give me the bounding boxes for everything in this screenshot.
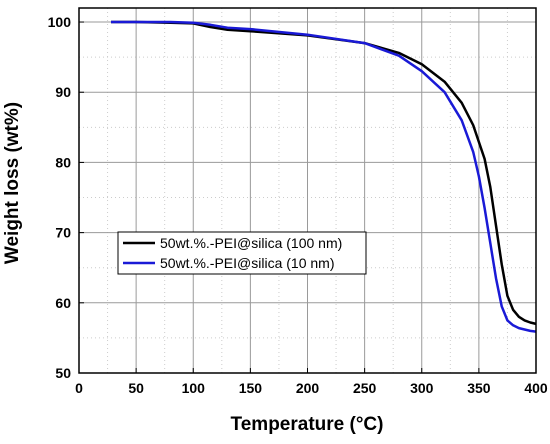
- y-tick-label: 70: [55, 225, 71, 241]
- x-tick-label: 100: [182, 380, 206, 396]
- x-tick-label: 150: [239, 380, 263, 396]
- x-tick-label: 50: [128, 380, 144, 396]
- x-axis-title: Temperature (°C): [231, 414, 384, 435]
- x-tick-label: 0: [75, 380, 83, 396]
- x-tick-label: 300: [410, 380, 434, 396]
- series-line-1: [111, 20, 537, 333]
- y-tick-label: 50: [55, 365, 71, 381]
- x-tick-label: 400: [524, 380, 548, 396]
- x-tick-label: 250: [353, 380, 377, 396]
- series-line-0: [111, 20, 537, 326]
- legend-label-100nm: 50wt.%.-PEI@silica (100 nm): [160, 235, 342, 251]
- x-tick-label: 350: [467, 380, 491, 396]
- plot-frame: [78, 7, 537, 374]
- legend: 50wt.%.-PEI@silica (100 nm) 50wt.%.-PEI@…: [117, 231, 367, 275]
- axes: [78, 7, 537, 374]
- x-tick-label: 200: [296, 380, 320, 396]
- grid: [79, 8, 536, 373]
- y-axis-title: Weight loss (wt%): [2, 102, 23, 264]
- legend-box: [117, 231, 367, 275]
- legend-label-10nm: 50wt.%.-PEI@silica (10 nm): [160, 255, 334, 271]
- y-tick-label: 90: [55, 84, 71, 100]
- y-tick-label: 100: [48, 14, 72, 30]
- y-tick-label: 80: [55, 154, 71, 170]
- series-lines: [111, 20, 537, 333]
- y-tick-label: 60: [55, 295, 71, 311]
